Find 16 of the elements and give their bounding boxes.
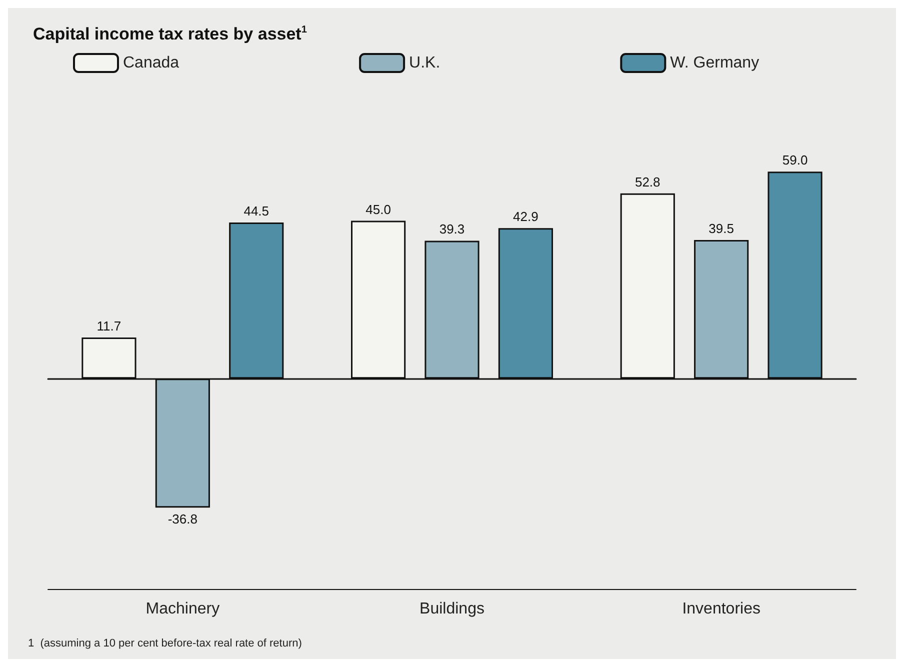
text: 1 (assuming a 10 per cent before-tax real rate of return) [28,638,302,650]
x-tick-label: Inventories [682,600,760,618]
data-label: 39.3 [439,222,465,237]
legend-label: Canada [123,54,180,72]
data-label: 45.0 [366,202,391,217]
data-label: 59.0 [782,152,808,168]
data-label: 44.5 [244,204,270,219]
data-label: -36.8 [168,512,198,527]
data-label: 39.5 [708,221,734,236]
x-tick-label: Machinery [146,600,220,618]
data-label: 11.7 [96,318,122,334]
data-label: 42.9 [513,209,538,224]
legend-label: U.K. [409,54,440,72]
data-label: 52.8 [634,174,660,190]
legend-label: W. Germany [670,54,760,72]
x-tick-label: Buildings [420,600,484,618]
